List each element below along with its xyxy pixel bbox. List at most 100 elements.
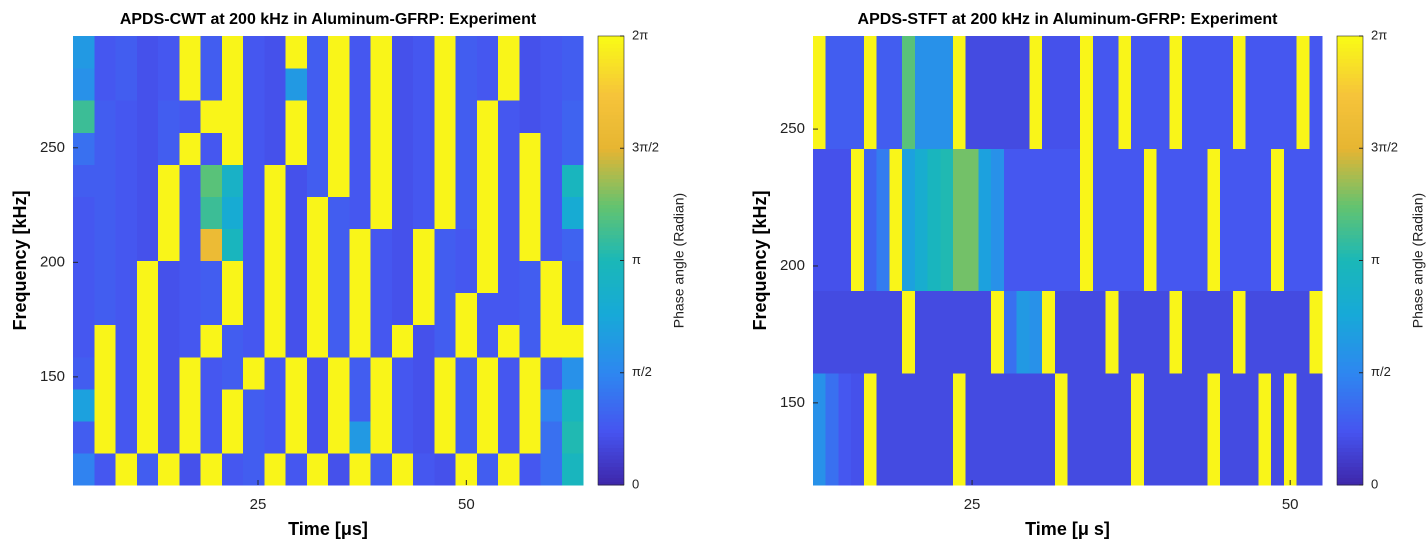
heatmap-cell xyxy=(498,36,520,69)
colorbar-swatch xyxy=(598,406,624,411)
heatmap-cell xyxy=(455,324,478,358)
heatmap-cell xyxy=(200,260,223,294)
heatmap-cell xyxy=(1296,290,1310,374)
colorbar-swatch xyxy=(1337,417,1363,422)
heatmap-cell xyxy=(221,100,244,133)
heatmap-cell xyxy=(413,100,435,133)
colorbar-swatch xyxy=(1337,256,1363,262)
heatmap-cell xyxy=(1207,148,1221,292)
heatmap-cell xyxy=(1143,372,1158,486)
colorbar-swatch xyxy=(1337,107,1363,112)
colorbar-swatch xyxy=(598,144,624,149)
colorbar-swatch xyxy=(598,346,624,351)
colorbar-swatch xyxy=(1337,312,1363,318)
heatmap-cell xyxy=(200,164,223,197)
heatmap-cell xyxy=(561,292,584,326)
heatmap-cell xyxy=(243,164,265,197)
colorbar-swatch xyxy=(598,129,624,134)
heatmap-cell xyxy=(115,196,138,230)
colorbar-swatch xyxy=(1337,413,1363,419)
y-tick-label: 150 xyxy=(780,394,805,411)
heatmap-cell xyxy=(1105,148,1119,292)
heatmap-cell xyxy=(158,228,180,262)
colorbar-tick-label: 2π xyxy=(1371,27,1387,42)
heatmap-cell xyxy=(1169,148,1183,292)
heatmap-cell xyxy=(136,388,159,422)
heatmap-cell xyxy=(851,290,865,374)
heatmap-cell xyxy=(561,452,584,486)
heatmap-cell xyxy=(413,324,435,358)
heatmap-cell xyxy=(179,388,202,422)
colorbar-swatch xyxy=(598,271,624,277)
colorbar-swatch xyxy=(1337,327,1363,333)
colorbar-swatch xyxy=(1337,54,1363,60)
heatmap-cell xyxy=(413,356,435,390)
heatmap-cell xyxy=(391,324,414,358)
colorbar-swatch xyxy=(1337,271,1363,277)
heatmap-cell xyxy=(1054,36,1069,149)
colorbar-swatch xyxy=(598,238,624,243)
colorbar-swatch xyxy=(598,151,624,157)
heatmap-cell xyxy=(328,260,350,294)
heatmap-cell xyxy=(73,356,95,390)
heatmap-cell xyxy=(136,292,159,326)
heatmap-cell xyxy=(434,420,457,454)
heatmap-cell xyxy=(179,356,202,390)
heatmap-cell xyxy=(476,260,499,294)
heatmap-cell xyxy=(540,132,563,165)
colorbar-swatch xyxy=(1337,174,1363,179)
colorbar-swatch xyxy=(598,357,624,363)
colorbar-swatch xyxy=(1337,279,1363,284)
heatmap-cell xyxy=(519,36,542,69)
colorbar-swatch xyxy=(1337,133,1363,138)
colorbar xyxy=(598,36,624,486)
colorbar-swatch xyxy=(1337,301,1363,306)
colorbar-swatch xyxy=(1337,65,1363,71)
heatmap-cell xyxy=(540,388,563,422)
heatmap-cell xyxy=(561,420,584,454)
colorbar-swatch xyxy=(1337,125,1363,131)
colorbar-swatch xyxy=(598,54,624,60)
heatmap-cell xyxy=(285,228,308,262)
colorbar-swatch xyxy=(1337,451,1363,456)
heatmap-cell xyxy=(391,164,414,197)
heatmap-cell xyxy=(158,452,180,486)
heatmap-cell xyxy=(73,100,95,133)
heatmap-cell xyxy=(1309,290,1323,374)
heatmap-cell xyxy=(285,196,308,230)
colorbar-swatch xyxy=(598,335,624,340)
heatmap-cell xyxy=(136,68,159,101)
heatmap-cell xyxy=(927,148,941,292)
heatmap-cell xyxy=(391,452,414,486)
colorbar-swatch xyxy=(598,260,624,265)
heatmap-cell xyxy=(179,228,202,262)
heatmap-cell xyxy=(264,324,287,358)
colorbar-swatch xyxy=(598,458,624,464)
heatmap-cell xyxy=(991,290,1005,374)
heatmap-cell xyxy=(1194,290,1209,374)
colorbar-swatch xyxy=(598,447,624,452)
heatmap-cell xyxy=(876,372,890,486)
x-axis-label: Time [μ s] xyxy=(1025,519,1110,539)
colorbar-swatch xyxy=(1337,320,1363,325)
heatmap-cell xyxy=(1054,148,1069,292)
heatmap-cell xyxy=(370,68,393,101)
heatmap-cell xyxy=(851,372,865,486)
heatmap-cell xyxy=(370,324,393,358)
heatmap-cell xyxy=(1296,148,1310,292)
colorbar-swatch xyxy=(1337,50,1363,56)
colorbar-swatch xyxy=(598,118,624,123)
heatmap-cell xyxy=(115,36,138,69)
heatmap-cell xyxy=(876,148,890,292)
heatmap-cell xyxy=(391,292,414,326)
heatmap-cell xyxy=(902,36,916,149)
heatmap-cell xyxy=(306,420,329,454)
colorbar-swatch xyxy=(598,432,624,437)
colorbar-swatch xyxy=(598,219,624,224)
heatmap-cell xyxy=(1182,372,1196,486)
colorbar-swatch xyxy=(598,365,624,370)
heatmap-cell xyxy=(476,324,499,358)
colorbar-swatch xyxy=(598,309,624,314)
heatmap-cell xyxy=(136,228,159,262)
heatmap-cell xyxy=(328,292,350,326)
